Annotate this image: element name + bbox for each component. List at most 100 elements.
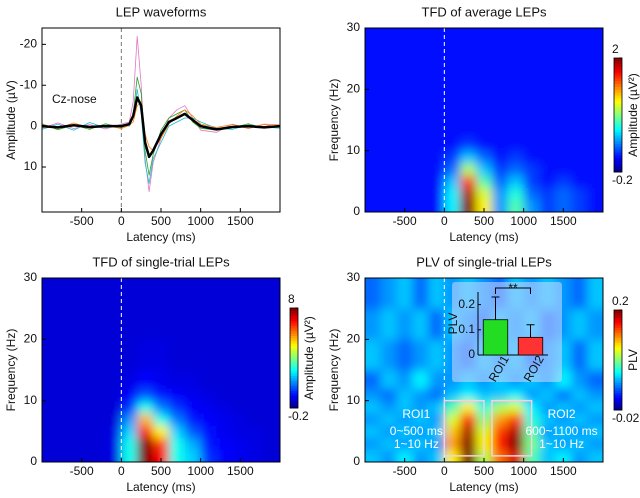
heatmap-cell bbox=[105, 425, 122, 438]
inset-bar bbox=[517, 336, 544, 356]
heatmap-cell bbox=[137, 308, 154, 340]
colorbar-tick-label: -0.2 bbox=[288, 409, 309, 423]
heatmap-cell bbox=[73, 370, 91, 389]
heatmap-cell bbox=[460, 58, 477, 90]
heatmap-cell bbox=[105, 388, 122, 402]
colorbar-cell bbox=[614, 350, 622, 353]
colorbar-cell bbox=[614, 347, 622, 351]
heatmap-cell bbox=[153, 278, 170, 310]
colorbar-cell bbox=[614, 140, 622, 144]
heatmap-cell bbox=[264, 425, 280, 438]
heatmap-cell bbox=[42, 339, 59, 371]
heatmap-cell bbox=[555, 449, 572, 462]
heatmap-cell bbox=[380, 28, 398, 60]
heatmap-cell bbox=[460, 28, 477, 60]
heatmap-cell bbox=[523, 162, 541, 176]
heatmap-cell bbox=[507, 138, 525, 152]
heatmap-cell bbox=[248, 425, 265, 438]
heatmap-cell bbox=[42, 308, 59, 340]
colorbar-cell bbox=[614, 395, 622, 398]
colorbar-cell bbox=[290, 375, 298, 379]
colorbar-cell bbox=[290, 360, 298, 364]
heatmap-cell bbox=[380, 370, 398, 389]
heatmap-cell bbox=[232, 449, 249, 462]
heatmap-cell bbox=[365, 278, 382, 310]
panel: -0.2 2 Amplitude (µV²) -500 0 500 1000 1500 0 10 2… bbox=[327, 4, 640, 244]
colorbar-cell bbox=[614, 390, 622, 393]
colorbar-cell bbox=[290, 320, 298, 324]
heatmap-cell bbox=[412, 400, 429, 414]
heatmap-cell bbox=[153, 412, 170, 426]
heatmap-cell bbox=[412, 278, 429, 310]
heatmap-cell bbox=[587, 449, 603, 462]
heatmap-cell bbox=[571, 425, 588, 438]
heatmap-cell bbox=[428, 138, 445, 152]
heatmap-cell bbox=[555, 162, 572, 176]
heatmap-cell bbox=[428, 412, 445, 426]
colorbar-frame bbox=[613, 57, 623, 173]
heatmap-cell bbox=[232, 437, 249, 451]
y-tick-label: -10 bbox=[20, 77, 38, 91]
colorbar-cell bbox=[614, 97, 622, 102]
x-axis-label: Latency (ms) bbox=[449, 230, 518, 244]
heatmap-cell bbox=[42, 449, 59, 462]
colorbar-cell bbox=[614, 332, 622, 336]
heatmap-cell bbox=[105, 308, 122, 340]
heatmap-cell bbox=[365, 400, 382, 414]
heatmap-cell bbox=[491, 28, 509, 60]
colorbar-cell bbox=[614, 109, 622, 113]
inset-error-bar bbox=[491, 296, 500, 320]
heatmap-cell bbox=[89, 278, 106, 310]
heatmap bbox=[42, 278, 280, 462]
heatmap-cell bbox=[428, 278, 445, 310]
colorbar-cell bbox=[614, 317, 622, 321]
heatmap-cell bbox=[539, 437, 556, 451]
heatmap-cell bbox=[396, 278, 414, 310]
heatmap-cell bbox=[264, 449, 280, 462]
heatmap-cell bbox=[444, 175, 461, 188]
heatmap-cell bbox=[491, 175, 509, 188]
colorbar-cell bbox=[614, 405, 622, 408]
heatmap-cell bbox=[264, 412, 280, 426]
heatmap-cell bbox=[507, 187, 525, 201]
heatmap-cell bbox=[200, 412, 218, 426]
heatmap-cell bbox=[264, 308, 280, 340]
heatmap-cell bbox=[153, 370, 170, 389]
heatmap-cell bbox=[428, 187, 445, 201]
y-tick-label: 0 bbox=[30, 454, 37, 468]
heatmap-cell bbox=[57, 278, 75, 310]
colorbar-cell bbox=[290, 395, 298, 399]
heatmap-cell bbox=[248, 388, 265, 402]
heatmap-cell bbox=[555, 425, 572, 438]
x-tick-label: 1500 bbox=[550, 464, 577, 478]
colorbar-cell bbox=[290, 373, 298, 376]
colorbar-tick-label: -0.02 bbox=[612, 411, 640, 425]
heatmap-cell bbox=[232, 370, 249, 389]
heatmap-cell bbox=[412, 437, 429, 451]
colorbar-cell bbox=[614, 106, 622, 110]
heatmap-cell bbox=[232, 308, 249, 340]
heatmap-cell bbox=[396, 175, 414, 188]
heatmap-cell bbox=[539, 58, 556, 90]
colorbar-cell bbox=[614, 355, 622, 358]
colorbar-cell bbox=[614, 322, 622, 326]
heatmap-cell bbox=[380, 400, 398, 414]
heatmap-cell bbox=[428, 89, 445, 121]
heatmap-cell bbox=[571, 412, 588, 426]
heatmap-cell bbox=[248, 412, 265, 426]
colorbar-cell bbox=[290, 348, 298, 351]
heatmap-cell bbox=[476, 58, 493, 90]
heatmap-cell bbox=[476, 187, 493, 201]
heatmap-cell bbox=[587, 28, 603, 60]
colorbar-cell bbox=[614, 387, 622, 391]
heatmap-cell bbox=[380, 308, 398, 340]
panel: -0.02 0.2 PLV -500 0 500 1000 1500 0 10 20 30 PLV of… bbox=[327, 254, 640, 494]
heatmap-cell bbox=[232, 425, 249, 438]
colorbar-cell bbox=[290, 350, 298, 354]
colorbar-cell bbox=[290, 385, 298, 389]
heatmap-cell bbox=[57, 412, 75, 426]
heatmap-cell bbox=[380, 150, 398, 164]
heatmap-cell bbox=[264, 278, 280, 310]
colorbar-cell bbox=[614, 66, 622, 70]
colorbar-cell bbox=[290, 345, 298, 349]
